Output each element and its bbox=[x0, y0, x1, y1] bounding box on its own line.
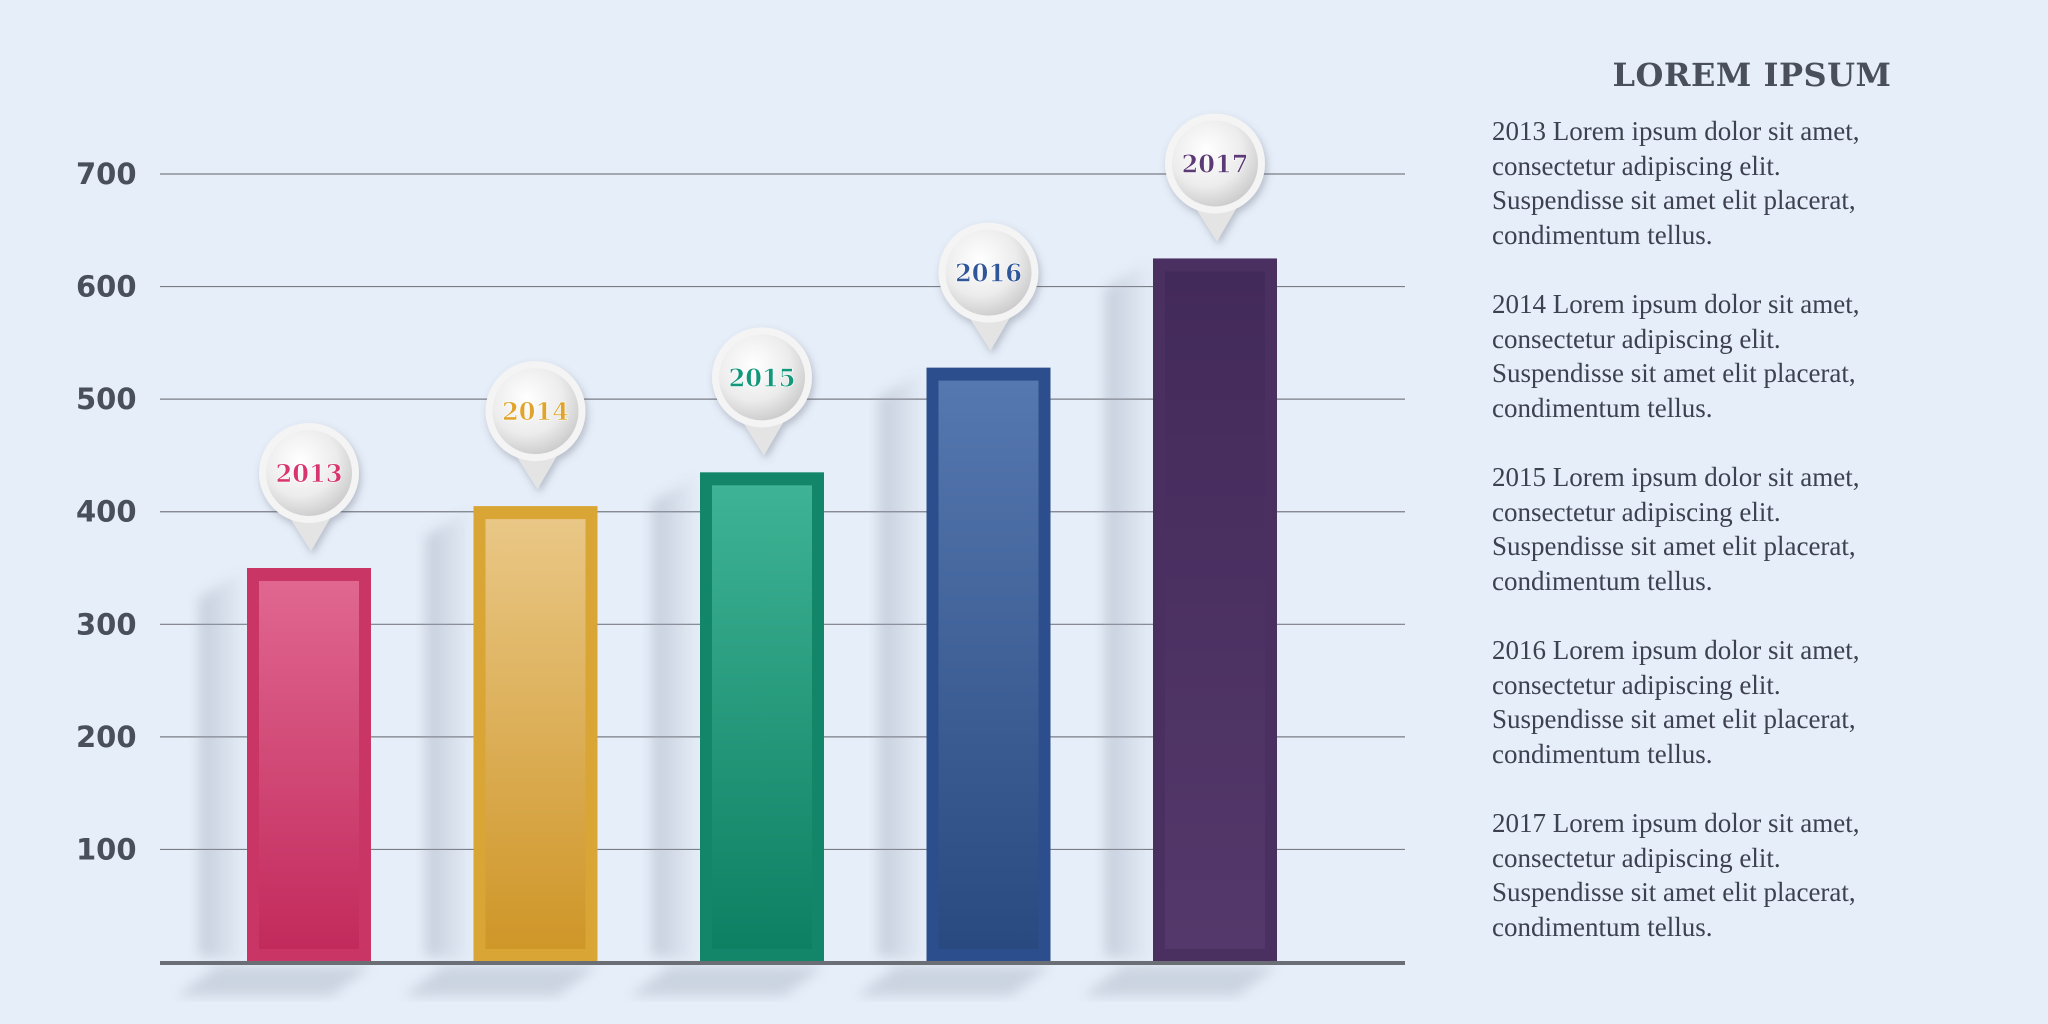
bar-shadow bbox=[878, 367, 927, 963]
entry-line: consectetur adipiscing elit. bbox=[1492, 323, 1781, 354]
entry-line: 2014 Lorem ipsum dolor sit amet, bbox=[1492, 289, 1860, 319]
side-panel-title: LOREM IPSUM bbox=[1612, 56, 1892, 94]
y-tick-label: 300 bbox=[76, 607, 137, 641]
entry-line: 2015 Lorem ipsum dolor sit amet, bbox=[1492, 462, 1860, 492]
pin-disc bbox=[1172, 120, 1258, 207]
entry-line: Suspendisse sit amet elit placerat, bbox=[1492, 531, 1856, 561]
year-label: 2017 bbox=[1182, 149, 1249, 178]
year-pin-2013 bbox=[259, 423, 359, 552]
bar-shadow bbox=[1105, 258, 1153, 962]
bar-floor-shadow bbox=[1083, 966, 1277, 996]
entry-line: condimentum tellus. bbox=[1492, 565, 1713, 596]
entry-line: Suspendisse sit amet elit placerat, bbox=[1492, 704, 1856, 734]
entry-line: 2017 Lorem ipsum dolor sit amet, bbox=[1492, 808, 1860, 838]
bar-inner-panel bbox=[1165, 271, 1265, 949]
entry-line: condimentum tellus. bbox=[1492, 219, 1713, 250]
year-pin-2016 bbox=[938, 222, 1039, 351]
year-pin-2014 bbox=[485, 361, 586, 490]
year-label: 2016 bbox=[955, 259, 1022, 288]
y-tick-label: 600 bbox=[76, 270, 137, 304]
y-tick-label: 700 bbox=[76, 157, 137, 191]
year-pin-2015 bbox=[712, 327, 812, 456]
y-tick-label: 200 bbox=[76, 720, 137, 754]
entry-line: 2016 Lorem ipsum dolor sit amet, bbox=[1492, 635, 1860, 665]
entry-line: condimentum tellus. bbox=[1492, 911, 1713, 942]
entry-paragraph: 2017 Lorem ipsum dolor sit amet, consecte… bbox=[1492, 806, 2012, 944]
bar-inner-panel bbox=[712, 485, 812, 949]
pin-disc bbox=[945, 229, 1032, 316]
pin-disc bbox=[719, 334, 805, 421]
y-tick-label: 100 bbox=[76, 832, 137, 866]
bar-floor-shadow bbox=[630, 966, 824, 996]
year-label: 2013 bbox=[276, 459, 343, 488]
bar-floor-shadow bbox=[856, 966, 1051, 996]
year-label: 2014 bbox=[502, 397, 569, 426]
entry-paragraph: 2013 Lorem ipsum dolor sit amet, consecte… bbox=[1492, 114, 2012, 252]
entry-paragraph: 2014 Lorem ipsum dolor sit amet, consecte… bbox=[1492, 287, 2012, 425]
entry-line: Suspendisse sit amet elit placerat, bbox=[1492, 877, 1856, 907]
bar-floor-shadow bbox=[177, 966, 371, 996]
entry-line: 2013 Lorem ipsum dolor sit amet, bbox=[1492, 116, 1860, 146]
entry-line: consectetur adipiscing elit. bbox=[1492, 496, 1781, 527]
bar-floor-shadow bbox=[403, 966, 598, 996]
entry-line: condimentum tellus. bbox=[1492, 738, 1713, 769]
pin-disc bbox=[492, 368, 579, 455]
year-pin-2017 bbox=[1165, 113, 1265, 242]
entry-line: Suspendisse sit amet elit placerat, bbox=[1492, 358, 1856, 388]
bar-inner-panel bbox=[259, 581, 359, 949]
bars bbox=[247, 258, 1277, 963]
bar-shadow bbox=[425, 506, 474, 962]
entry-paragraph: 2016 Lorem ipsum dolor sit amet, consecte… bbox=[1492, 633, 2012, 771]
entry-paragraph: 2015 Lorem ipsum dolor sit amet, consecte… bbox=[1492, 460, 2012, 598]
entry-list: 2013 Lorem ipsum dolor sit amet, consecte… bbox=[1492, 114, 2012, 944]
y-tick-label: 500 bbox=[76, 382, 137, 416]
entry-line: consectetur adipiscing elit. bbox=[1492, 842, 1781, 873]
year-label: 2015 bbox=[729, 363, 796, 392]
bar-inner-panel bbox=[485, 519, 586, 949]
bar-shadows bbox=[177, 258, 1277, 996]
bar-shadow bbox=[652, 472, 700, 962]
entry-line: Suspendisse sit amet elit placerat, bbox=[1492, 185, 1856, 215]
y-axis: 100 200 300 400 500 600 700 bbox=[76, 157, 137, 866]
y-tick-label: 400 bbox=[76, 495, 137, 529]
side-panel: LOREM IPSUM 2013 Lorem ipsum dolor sit a… bbox=[1492, 56, 2012, 979]
pin-disc bbox=[266, 430, 352, 517]
bar-shadow bbox=[199, 568, 247, 962]
year-markers: 2013 2014 2015 2016 2017 bbox=[259, 113, 1265, 552]
bar-inner-panel bbox=[938, 380, 1039, 950]
entry-line: consectetur adipiscing elit. bbox=[1492, 669, 1781, 700]
entry-line: consectetur adipiscing elit. bbox=[1492, 150, 1781, 181]
entry-line: condimentum tellus. bbox=[1492, 392, 1713, 423]
